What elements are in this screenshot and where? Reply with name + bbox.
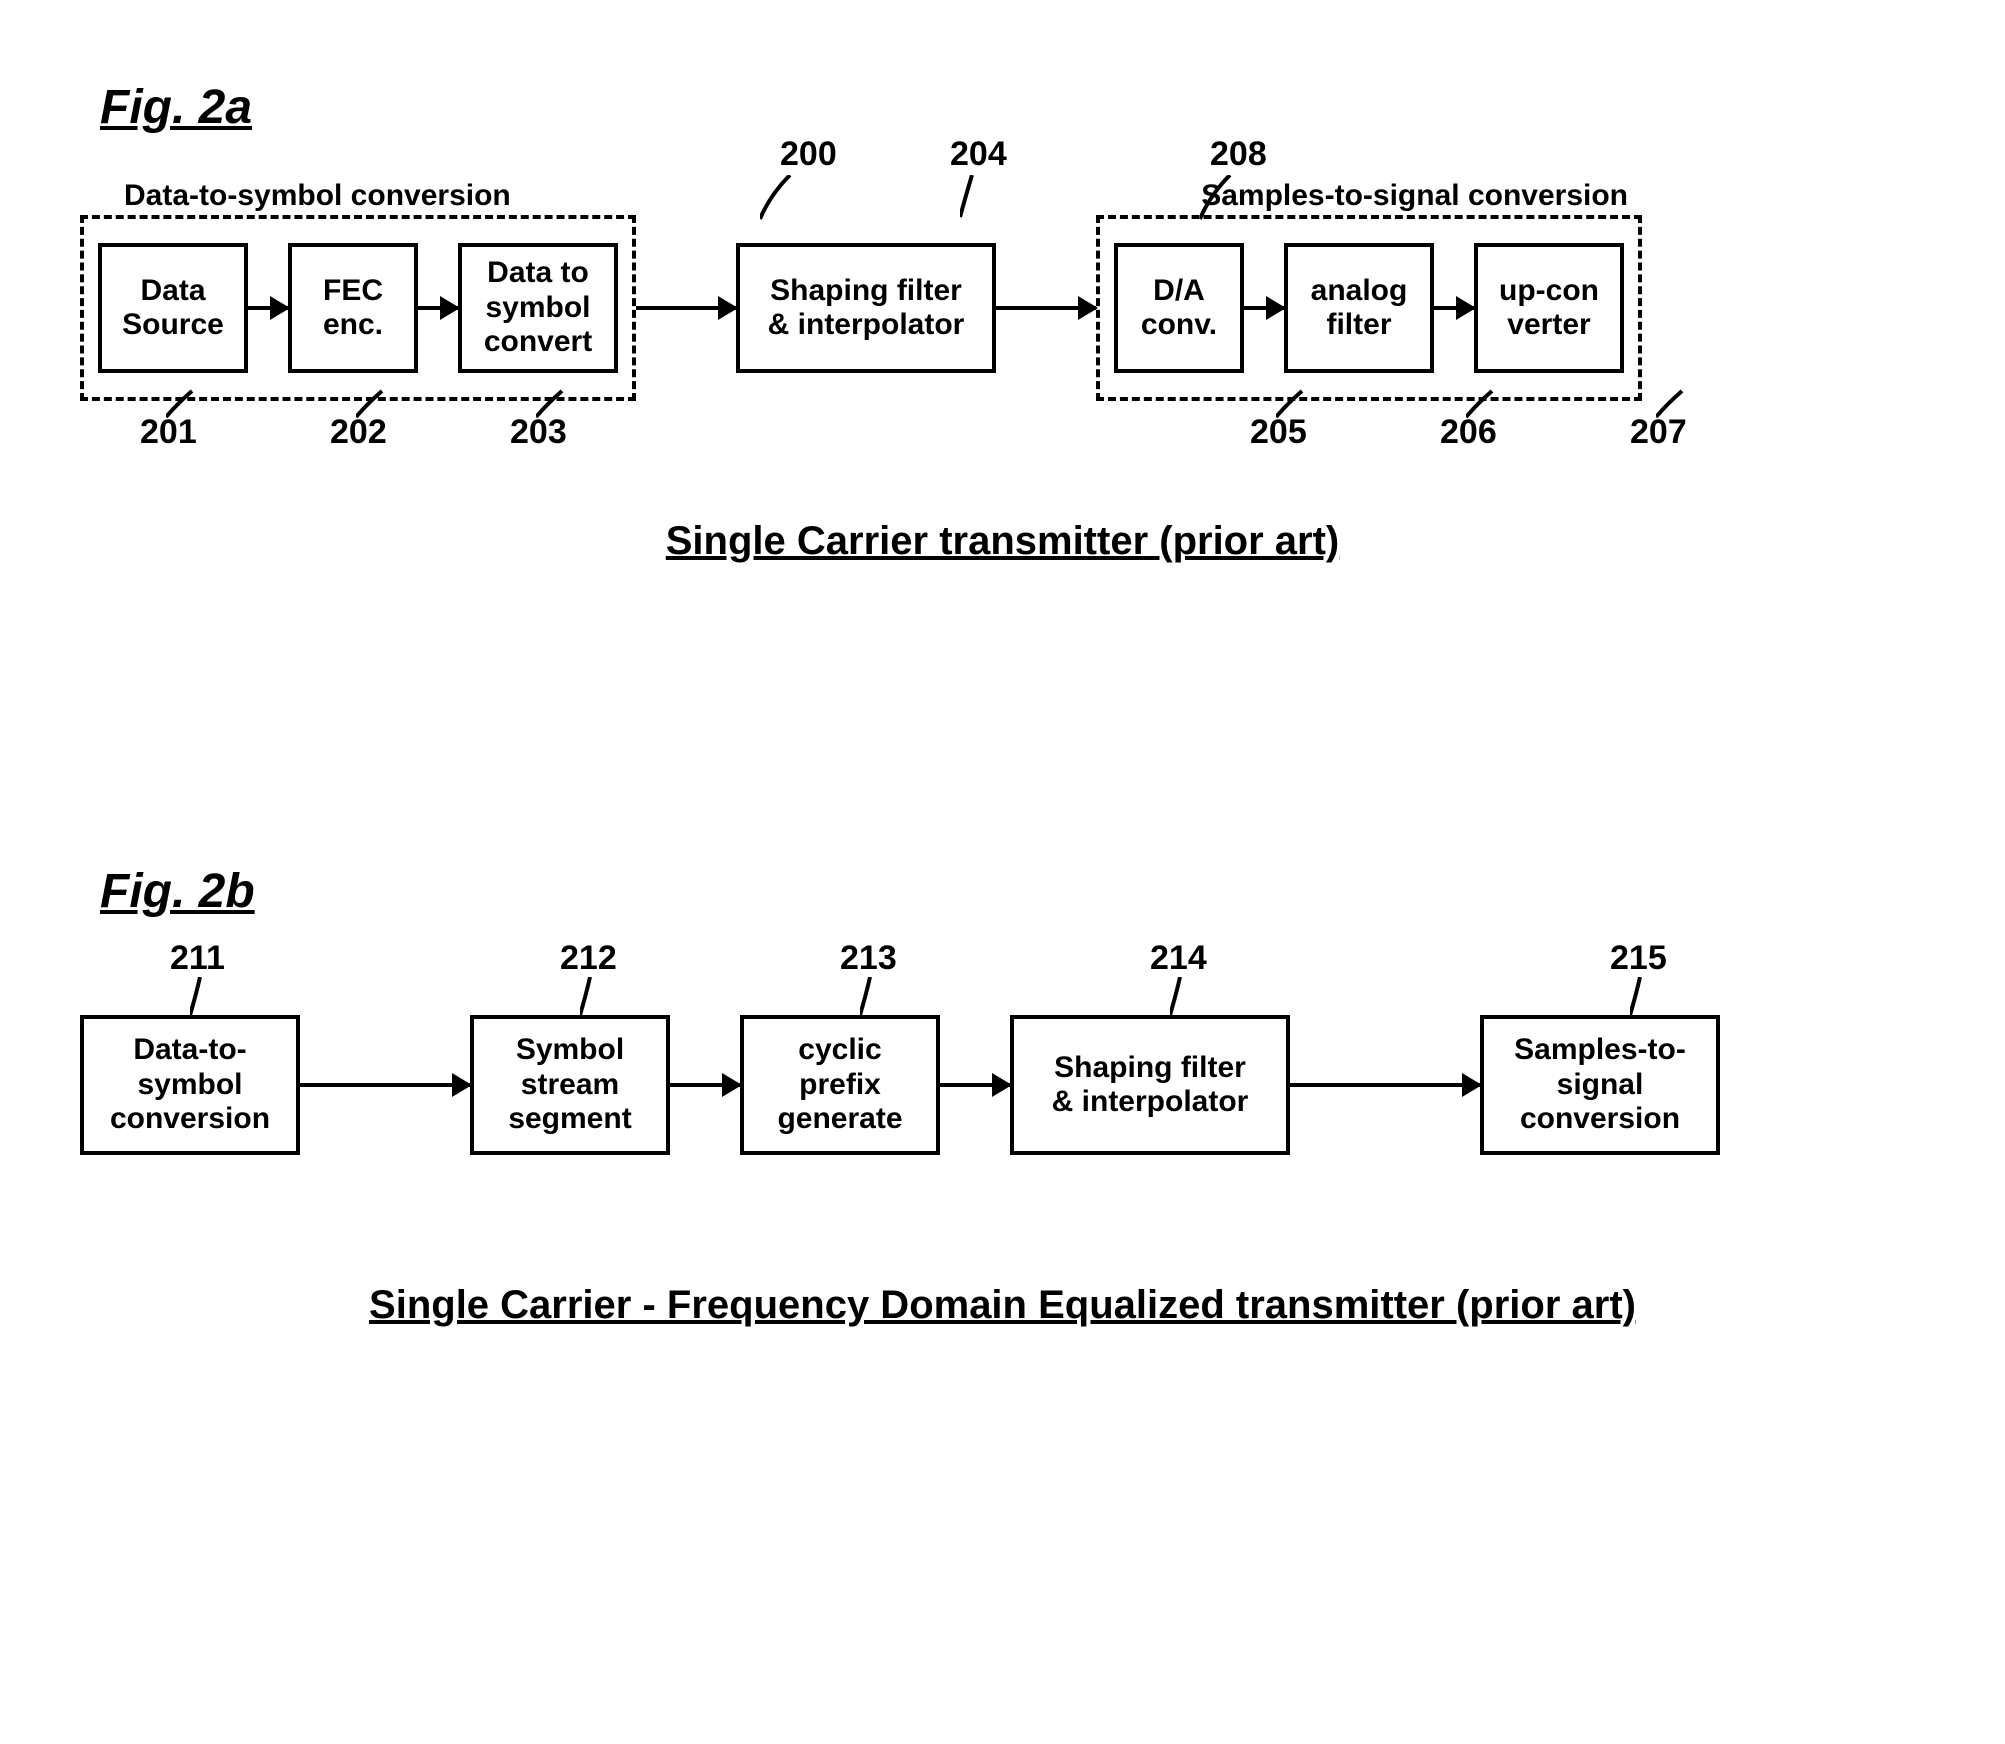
leader-213 [860, 977, 884, 1017]
box-data-to-symbol-conversion: Data-to-symbolconversion [80, 1015, 300, 1155]
fig2b-label: Fig. 2b [100, 864, 1965, 919]
arrow-213-214 [940, 1083, 1010, 1087]
box-up-converter: up-converter [1474, 243, 1624, 373]
box-samples-to-signal-conversion: Samples-to-signalconversion [1480, 1015, 1720, 1155]
fig2a-caption: Single Carrier transmitter (prior art) [40, 519, 1965, 564]
arrow-214-215 [1290, 1083, 1480, 1087]
num-214: 214 [1150, 939, 1207, 978]
arrow-211-212 [300, 1083, 470, 1087]
arrow-212-213 [670, 1083, 740, 1087]
leader-206 [1466, 389, 1496, 419]
box-shaping-filter-b: Shaping filter& interpolator [1010, 1015, 1290, 1155]
leader-200 [760, 175, 810, 221]
box-data-source: DataSource [98, 243, 248, 373]
box-shaping-filter-a: Shaping filter& interpolator [736, 243, 996, 373]
leader-211 [190, 977, 214, 1017]
box-fec-enc: FECenc. [288, 243, 418, 373]
num-208: 208 [1210, 135, 1267, 174]
group-samples-to-signal: Samples-to-signal conversion D/Aconv. an… [1096, 215, 1642, 401]
group-data-to-symbol: Data-to-symbol conversion DataSource FEC… [80, 215, 636, 401]
box-cyclic-prefix-generate: cyclicprefixgenerate [740, 1015, 940, 1155]
leader-205 [1276, 389, 1306, 419]
leader-214 [1170, 977, 1194, 1017]
num-211: 211 [170, 939, 225, 978]
group2-label: Samples-to-signal conversion [1201, 179, 1628, 213]
leader-201 [166, 389, 196, 419]
num-215: 215 [1610, 939, 1667, 978]
num-212: 212 [560, 939, 617, 978]
box-da-conv: D/Aconv. [1114, 243, 1244, 373]
num-213: 213 [840, 939, 897, 978]
num-204: 204 [950, 135, 1007, 174]
fig2b-diagram: 211 212 213 214 215 Data-to-symbolconver… [80, 999, 1925, 1259]
leader-203 [536, 389, 566, 419]
leader-204 [960, 175, 990, 219]
arrow-202-203 [418, 306, 458, 310]
fig2a-diagram: 200 204 208 Data-to-symbol conversion Da… [80, 195, 1925, 495]
arrow-206-207 [1434, 306, 1474, 310]
arrow-204-205 [996, 306, 1096, 310]
arrow-201-202 [248, 306, 288, 310]
num-200: 200 [780, 135, 837, 174]
fig2b-caption: Single Carrier - Frequency Domain Equali… [40, 1283, 1965, 1328]
box-analog-filter: analogfilter [1284, 243, 1434, 373]
group1-label: Data-to-symbol conversion [124, 179, 511, 213]
box-symbol-stream-segment: Symbolstreamsegment [470, 1015, 670, 1155]
leader-202 [356, 389, 386, 419]
leader-207 [1656, 389, 1686, 419]
leader-212 [580, 977, 604, 1017]
arrow-203-204 [636, 306, 736, 310]
leader-215 [1630, 977, 1654, 1017]
leader-208 [1200, 175, 1250, 221]
fig2a-label: Fig. 2a [100, 80, 1965, 135]
box-data-to-symbol-convert: Data tosymbolconvert [458, 243, 618, 373]
arrow-205-206 [1244, 306, 1284, 310]
